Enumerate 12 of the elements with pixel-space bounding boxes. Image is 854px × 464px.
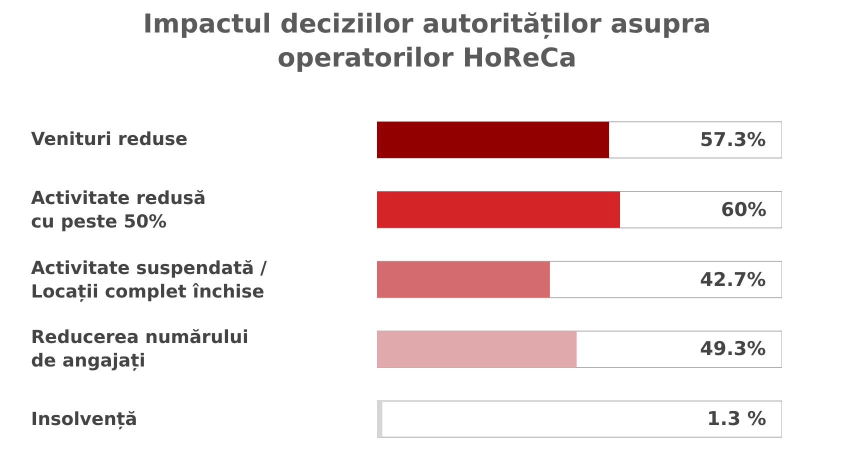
data-label: 1.3 % [707,408,766,430]
data-label: 60% [721,199,766,221]
data-label: 42.7% [700,269,766,291]
y-tick-label: Activitate suspendată / Locații complet închise [31,258,268,302]
y-tick-label: Reducerea numărului de angajați [31,327,249,372]
bar [377,400,382,438]
data-label: 57.3% [700,129,766,151]
chart-title: Impactul deciziilor autorităților asupra operatorilor HoReCa [143,9,711,74]
y-tick-label: Insolvență [31,409,138,430]
y-tick-label: Venituri reduse [31,129,188,150]
data-label: 49.3% [700,338,766,360]
y-tick-label: Activitate redusă cu peste 50% [31,188,206,232]
